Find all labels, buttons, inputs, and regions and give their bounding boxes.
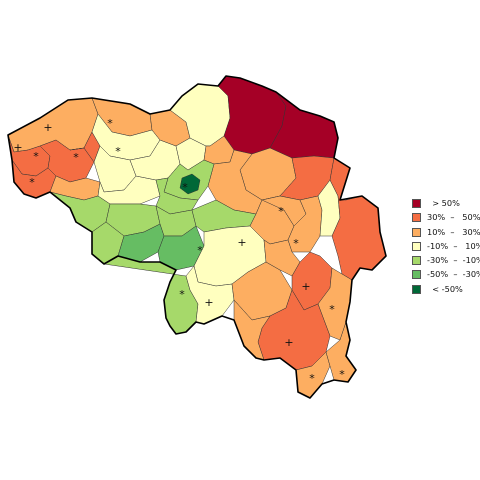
legend-swatch	[412, 227, 421, 237]
legend-label: > 50%	[427, 198, 460, 208]
star-marker: *	[107, 117, 113, 130]
plus-marker: +	[237, 236, 246, 249]
legend-item: < -50%	[410, 284, 480, 298]
star-marker: *	[115, 145, 121, 158]
legend: > 50% 30% – 50% 10% – 30% -10% – 10% -30…	[410, 198, 480, 298]
legend-item: > 50%	[410, 198, 480, 212]
plus-marker: +	[13, 141, 22, 154]
country-border	[7, 75, 387, 399]
legend-swatch	[412, 241, 421, 251]
star-marker: *	[179, 288, 185, 301]
legend-item: 30% – 50%	[410, 212, 480, 226]
plus-marker: +	[43, 121, 52, 134]
star-marker: *	[73, 151, 79, 164]
plus-marker: +	[204, 296, 213, 309]
legend-label: < -50%	[427, 283, 463, 294]
legend-swatch	[412, 256, 421, 266]
legend-label: -50% – -30%	[427, 269, 480, 280]
star-marker: *	[293, 237, 299, 250]
region-leuven	[207, 149, 263, 215]
legend-item: -30% – -10%	[410, 255, 480, 269]
star-marker: *	[309, 372, 315, 385]
legend-label: 30% – 50%	[427, 212, 480, 223]
star-marker: *	[33, 150, 39, 163]
star-marker: *	[278, 205, 284, 218]
region-huy-south	[263, 239, 301, 277]
star-marker: *	[329, 303, 335, 316]
legend-item: 10% – 30%	[410, 227, 480, 241]
star-marker: *	[29, 176, 35, 189]
legend-item: -50% – -30%	[410, 269, 480, 283]
legend-label: 10% – 30%	[427, 226, 480, 237]
region-brussels	[179, 173, 201, 195]
legend-item: -10% – 10%	[410, 241, 480, 255]
star-marker: *	[197, 244, 203, 257]
legend-label: -10% – 10%	[427, 240, 480, 251]
legend-swatch	[412, 284, 421, 294]
star-marker: *	[339, 368, 345, 381]
legend-swatch	[412, 199, 421, 208]
plus-marker: +	[301, 280, 310, 293]
region-halle-south	[155, 177, 199, 215]
legend-swatch	[412, 213, 421, 223]
legend-swatch	[412, 270, 421, 280]
legend-label: -30% – -10%	[427, 255, 480, 266]
star-marker: *	[182, 181, 188, 194]
plus-marker: +	[284, 336, 293, 349]
